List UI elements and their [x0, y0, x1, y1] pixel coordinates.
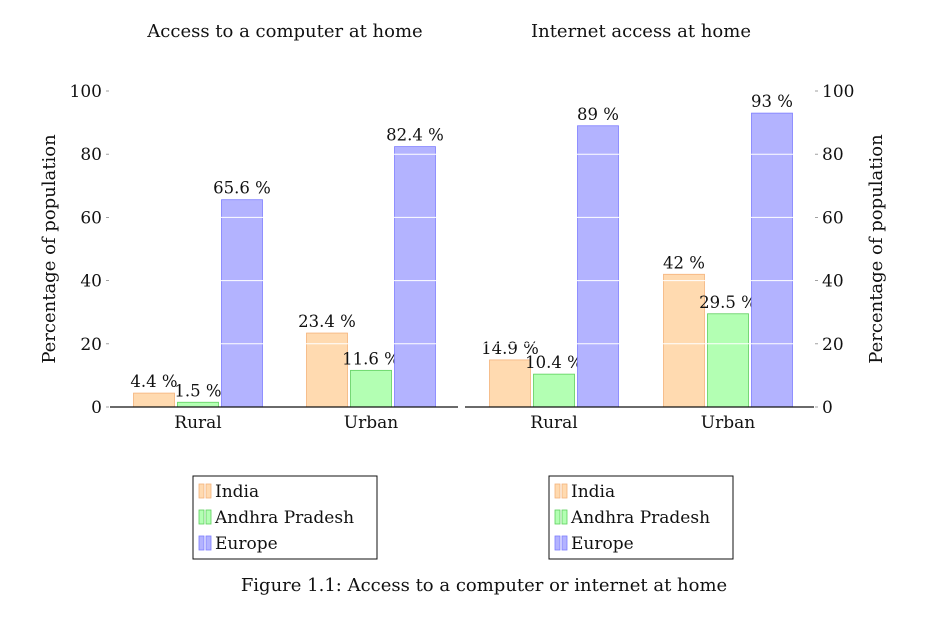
figure-caption: Figure 1.1: Access to a computer or inte…	[241, 575, 727, 596]
bar-europe-urban	[751, 112, 793, 408]
data-label: 93 %	[751, 92, 793, 111]
legend-swatch	[205, 509, 212, 525]
legend-label: India	[571, 482, 615, 502]
legend-swatch	[561, 535, 568, 551]
bar-andhra-pradesh-urban	[350, 369, 392, 408]
legend-swatch	[205, 535, 212, 551]
y-tick-label: 40	[822, 272, 844, 292]
legend-swatch	[198, 509, 205, 525]
legend-label: Andhra Pradesh	[570, 508, 710, 528]
legend-label: Europe	[571, 534, 634, 554]
legend-swatch	[198, 535, 205, 551]
y-tick-label: 80	[822, 145, 844, 165]
bar-europe-rural	[221, 199, 263, 408]
data-label: 82.4 %	[386, 126, 444, 145]
x-category-label: Rural	[530, 413, 577, 433]
legend-swatch	[205, 483, 212, 499]
data-label: 11.6 %	[342, 349, 400, 368]
legend-swatch	[554, 509, 561, 525]
y-axis-title: Percentage of population	[39, 134, 60, 364]
data-label: 42 %	[663, 253, 705, 272]
y-tick-label: 100	[822, 82, 854, 102]
data-label: 23.4 %	[298, 312, 356, 331]
legend-label: Europe	[215, 534, 278, 554]
y-tick-label: 0	[91, 398, 102, 418]
y-tick-label: 100	[70, 82, 102, 102]
bar-andhra-pradesh-rural	[533, 373, 575, 408]
data-label: 10.4 %	[525, 353, 583, 372]
bar-india-urban	[663, 273, 705, 408]
legend: India Andhra Pradesh Europe	[548, 475, 734, 560]
y-tick-label: 60	[80, 208, 102, 228]
data-label: 65.6 %	[213, 179, 271, 198]
x-category-label: Urban	[701, 413, 755, 433]
legend-box	[548, 475, 734, 560]
x-category-label: Urban	[344, 413, 398, 433]
data-label: 29.5 %	[699, 293, 757, 312]
bar-europe-rural	[577, 125, 619, 408]
data-label: 89 %	[577, 105, 619, 124]
legend-label: Andhra Pradesh	[214, 508, 354, 528]
legend-label: India	[215, 482, 259, 502]
bar-india-rural	[133, 392, 175, 408]
y-tick-label: 80	[80, 145, 102, 165]
data-label: 1.5 %	[174, 381, 221, 400]
chart-title: Access to a computer at home	[146, 21, 422, 42]
y-tick-label: 20	[822, 335, 844, 355]
legend-swatch	[561, 509, 568, 525]
y-tick-label: 40	[80, 272, 102, 292]
bar-europe-urban	[394, 146, 436, 408]
y-tick-label: 20	[80, 335, 102, 355]
y-tick-label: 60	[822, 208, 844, 228]
legend-swatch	[561, 483, 568, 499]
legend: India Andhra Pradesh Europe	[192, 475, 378, 560]
y-tick-label: 0	[822, 398, 833, 418]
legend-box	[192, 475, 378, 560]
bar-india-rural	[489, 359, 531, 408]
y-axis-title: Percentage of population	[866, 134, 887, 364]
legend-swatch	[198, 483, 205, 499]
data-label: 4.4 %	[130, 372, 177, 391]
bar-india-urban	[306, 332, 348, 408]
x-category-label: Rural	[174, 413, 221, 433]
chart-computer-access: Access to a computer at home 4.4 % 23.4 % 1…	[39, 21, 458, 560]
chart-title: Internet access at home	[531, 21, 751, 42]
legend-swatch	[554, 535, 561, 551]
bar-andhra-pradesh-urban	[707, 313, 749, 408]
bar-andhra-pradesh-rural	[177, 401, 219, 408]
legend-swatch	[554, 483, 561, 499]
